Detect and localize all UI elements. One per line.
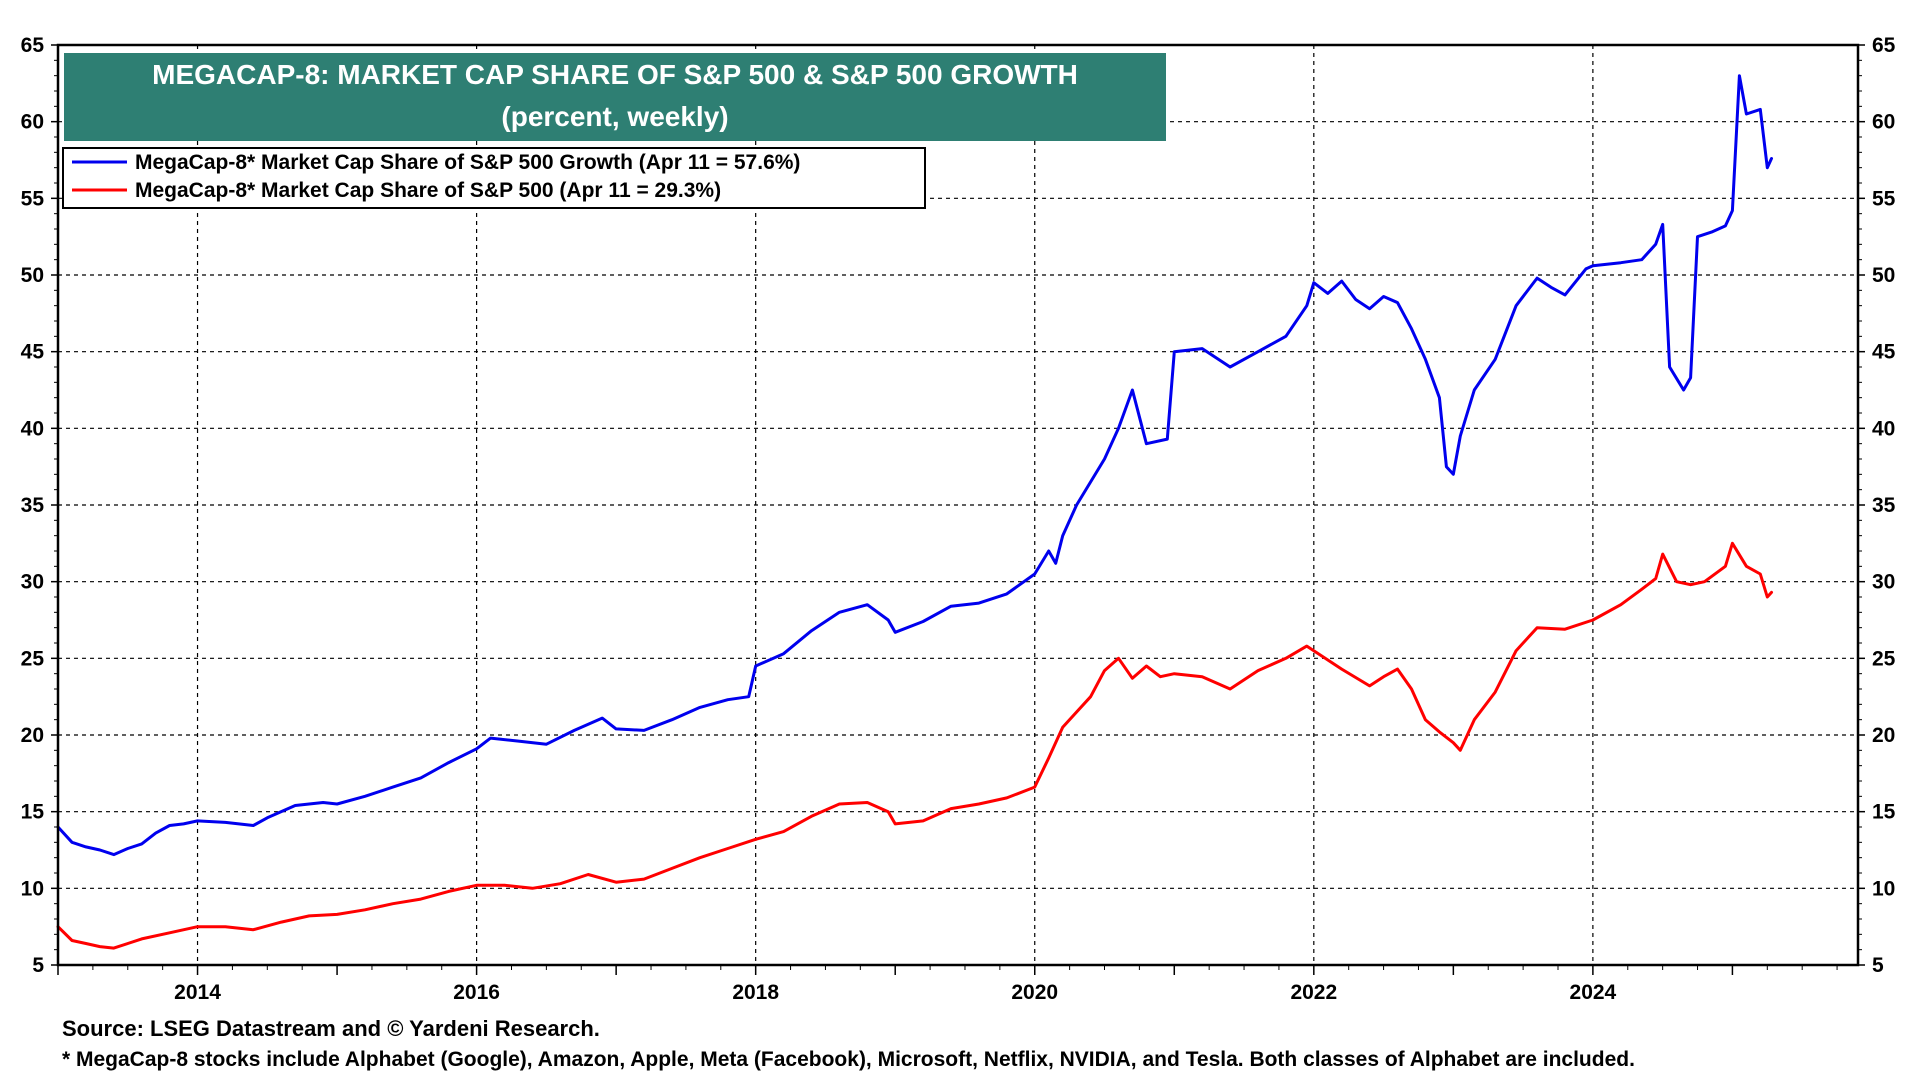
x-tick-label: 2018	[732, 981, 779, 1004]
y-tick-label-right: 60	[1872, 111, 1895, 134]
legend: MegaCap-8* Market Cap Share of S&P 500 G…	[62, 147, 926, 209]
x-tick-label: 2016	[453, 981, 500, 1004]
y-tick-label-left: 40	[21, 417, 44, 440]
y-tick-label-right: 30	[1872, 571, 1895, 594]
source-note: Source: LSEG Datastream and © Yardeni Re…	[62, 1016, 600, 1041]
y-tick-label-right: 40	[1872, 417, 1895, 440]
y-tick-label-left: 35	[21, 494, 45, 517]
y-tick-label-left: 65	[21, 34, 45, 57]
y-tick-label-right: 5	[1872, 954, 1884, 977]
title-background	[64, 53, 1166, 141]
y-tick-label-left: 55	[21, 187, 45, 210]
y-tick-label-right: 45	[1872, 341, 1896, 364]
series-lines	[56, 74, 1773, 950]
y-tick-label-right: 55	[1872, 187, 1896, 210]
chart-subtitle: (percent, weekly)	[501, 101, 728, 132]
x-tick-label: 2024	[1570, 981, 1617, 1004]
y-tick-label-left: 45	[21, 341, 45, 364]
chart-title-box: MEGACAP-8: MARKET CAP SHARE OF S&P 500 &…	[64, 53, 1166, 141]
y-tick-label-right: 15	[1872, 801, 1896, 824]
y-tick-label-right: 25	[1872, 647, 1896, 670]
legend-box	[62, 147, 926, 209]
chart-title: MEGACAP-8: MARKET CAP SHARE OF S&P 500 &…	[152, 59, 1078, 90]
footnote: * MegaCap-8 stocks include Alphabet (Goo…	[62, 1048, 1635, 1071]
y-tick-label-left: 10	[21, 877, 44, 900]
y-tick-label-left: 5	[32, 954, 44, 977]
y-tick-label-left: 60	[21, 111, 44, 134]
y-tick-label-right: 50	[1872, 264, 1895, 287]
y-tick-label-left: 50	[21, 264, 44, 287]
y-tick-label-left: 30	[21, 571, 44, 594]
legend-label-growth: MegaCap-8* Market Cap Share of S&P 500 G…	[135, 151, 800, 174]
y-tick-label-left: 25	[21, 647, 45, 670]
y-tick-label-left: 20	[21, 724, 44, 747]
series-line-growth-share	[56, 74, 1773, 857]
series-line-sp500-share	[56, 541, 1773, 950]
y-tick-label-right: 20	[1872, 724, 1895, 747]
y-tick-label-right: 10	[1872, 877, 1895, 900]
x-tick-label: 2020	[1011, 981, 1058, 1004]
x-tick-label: 2022	[1290, 981, 1337, 1004]
y-tick-label-right: 65	[1872, 34, 1896, 57]
y-tick-label-left: 15	[21, 801, 45, 824]
x-tick-label: 2014	[174, 981, 221, 1004]
y-tick-label-right: 35	[1872, 494, 1896, 517]
legend-label-sp500: MegaCap-8* Market Cap Share of S&P 500 (…	[135, 179, 721, 202]
